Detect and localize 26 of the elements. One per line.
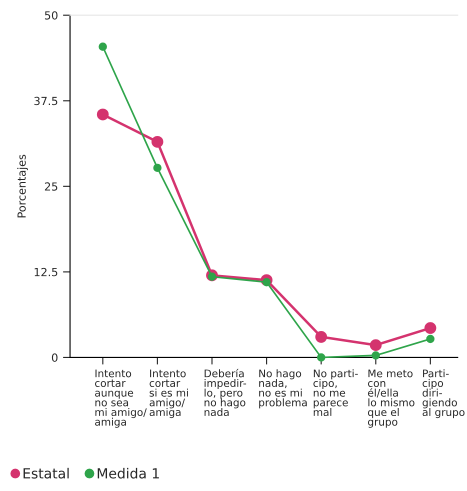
point <box>153 164 162 172</box>
x-tick-label: Parti- cipo diri- giendo al grupo <box>422 369 465 418</box>
point <box>98 42 107 51</box>
x-tick-label: Debería impedir- lo, pero no hago nada <box>204 368 246 416</box>
point <box>370 339 382 352</box>
x-tick-label: No hago nada, no es mi problema <box>259 369 307 408</box>
y-axis-title: Porcentajes <box>17 154 28 218</box>
x-tick-label: Me meto con él/ella lo mismo que el grupo <box>368 370 414 428</box>
legend-label: Medida 1 <box>98 468 159 479</box>
point <box>262 278 271 286</box>
y-tick-label: 0 <box>52 353 58 362</box>
point <box>315 331 328 343</box>
point <box>424 322 436 334</box>
point <box>96 108 109 120</box>
y-tick-label: 37.5 <box>34 96 58 106</box>
legend-label: Estatal <box>24 468 69 479</box>
x-tick-label: No parti- cipo, no me parece mal <box>313 369 358 416</box>
y-tick-label: 12.5 <box>34 268 58 276</box>
x-tick-label: Intento cortar aunque no sea mi amigo/ amiga <box>95 370 147 428</box>
point <box>317 353 326 362</box>
point <box>151 136 164 148</box>
point <box>372 351 380 360</box>
y-tick-label: 50 <box>44 11 58 20</box>
x-tick-label: Intento cortar si es mi amigo/ amiga <box>150 370 188 418</box>
point <box>426 334 435 344</box>
y-tick-label: 25 <box>44 182 58 191</box>
